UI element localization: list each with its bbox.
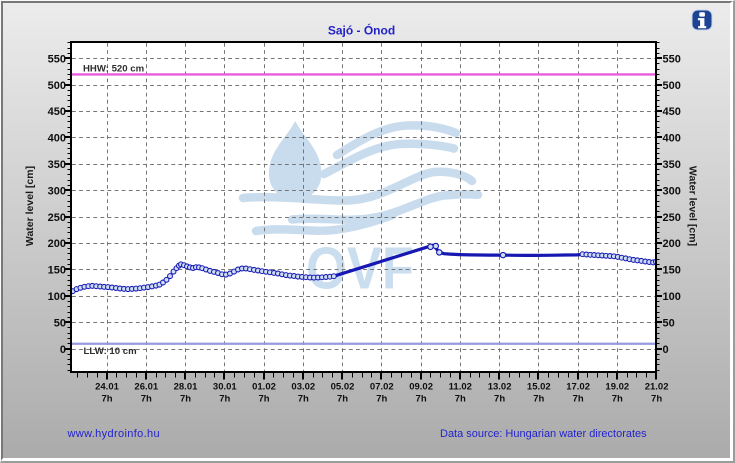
svg-text:200: 200 (48, 238, 66, 250)
svg-text:07.02: 07.02 (370, 382, 394, 393)
svg-text:0: 0 (663, 344, 669, 356)
svg-text:21.02: 21.02 (645, 382, 669, 393)
svg-text:28.01: 28.01 (174, 382, 198, 393)
svg-text:7h: 7h (651, 394, 662, 405)
svg-text:24.01: 24.01 (95, 382, 119, 393)
svg-text:350: 350 (663, 159, 681, 171)
svg-text:0: 0 (60, 344, 66, 356)
svg-text:400: 400 (663, 133, 681, 145)
svg-text:Data source: Hungarian water d: Data source: Hungarian water directorate… (440, 428, 647, 440)
svg-text:300: 300 (48, 185, 66, 197)
svg-text:550: 550 (48, 53, 66, 65)
svg-text:HHW: 520 cm: HHW: 520 cm (83, 64, 144, 75)
svg-text:03.02: 03.02 (291, 382, 315, 393)
svg-text:350: 350 (48, 159, 66, 171)
svg-text:www.hydroinfo.hu: www.hydroinfo.hu (67, 428, 160, 440)
svg-text:500: 500 (48, 80, 66, 92)
svg-text:7h: 7h (141, 394, 152, 405)
svg-text:7h: 7h (219, 394, 230, 405)
svg-text:26.01: 26.01 (134, 382, 158, 393)
svg-text:550: 550 (663, 53, 681, 65)
svg-text:7h: 7h (258, 394, 269, 405)
svg-text:30.01: 30.01 (213, 382, 237, 393)
svg-text:Water level [cm]: Water level [cm] (687, 166, 699, 246)
svg-text:01.02: 01.02 (252, 382, 276, 393)
svg-text:50: 50 (54, 317, 66, 329)
svg-text:150: 150 (48, 265, 66, 277)
svg-text:LLW: 10 cm: LLW: 10 cm (84, 346, 137, 357)
svg-text:300: 300 (663, 185, 681, 197)
svg-text:Sajó - Ónod: Sajó - Ónod (328, 23, 395, 38)
svg-text:100: 100 (48, 291, 66, 303)
svg-text:17.02: 17.02 (566, 382, 590, 393)
svg-text:05.02: 05.02 (331, 382, 355, 393)
svg-text:7h: 7h (101, 394, 112, 405)
svg-text:13.02: 13.02 (488, 382, 512, 393)
svg-text:15.02: 15.02 (527, 382, 551, 393)
svg-text:7h: 7h (376, 394, 387, 405)
svg-text:11.02: 11.02 (449, 382, 472, 393)
svg-text:7h: 7h (180, 394, 191, 405)
svg-text:7h: 7h (337, 394, 348, 405)
svg-text:7h: 7h (298, 394, 309, 405)
svg-text:150: 150 (663, 265, 681, 277)
svg-text:250: 250 (663, 212, 681, 224)
svg-text:19.02: 19.02 (605, 382, 629, 393)
svg-text:50: 50 (663, 317, 675, 329)
svg-text:Water level [cm]: Water level [cm] (24, 166, 36, 246)
svg-text:7h: 7h (573, 394, 584, 405)
svg-text:09.02: 09.02 (409, 382, 433, 393)
svg-text:7h: 7h (533, 394, 544, 405)
svg-text:7h: 7h (494, 394, 505, 405)
svg-text:400: 400 (48, 133, 66, 145)
svg-text:7h: 7h (455, 394, 466, 405)
svg-text:200: 200 (663, 238, 681, 250)
svg-text:450: 450 (48, 106, 66, 118)
svg-text:450: 450 (663, 106, 681, 118)
svg-text:7h: 7h (416, 394, 427, 405)
svg-text:250: 250 (48, 212, 66, 224)
svg-text:500: 500 (663, 80, 681, 92)
svg-text:7h: 7h (612, 394, 623, 405)
svg-text:100: 100 (663, 291, 681, 303)
